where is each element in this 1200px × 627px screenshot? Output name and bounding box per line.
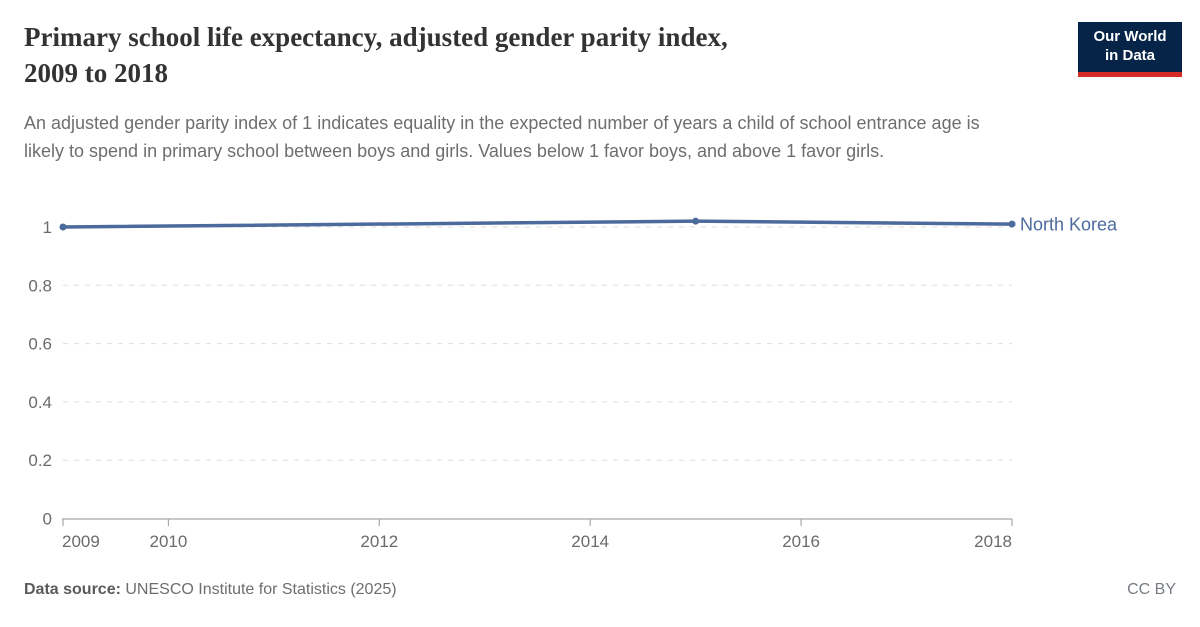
data-point[interactable] [59,223,67,231]
y-tick-label: 0.8 [28,276,52,295]
x-tick-label: 2018 [974,532,1012,551]
data-point[interactable] [1008,220,1016,228]
chart-title-line1: Primary school life expectancy, adjusted… [24,22,728,52]
series-line-north-korea[interactable] [61,219,1014,229]
x-tick-label: 2010 [150,532,188,551]
owid-logo-line2: in Data [1104,47,1155,64]
chart-title-line2: 2009 to 2018 [24,57,168,88]
data-source-label: Data source: [24,581,121,598]
series-label-north-korea[interactable]: North Korea [1020,215,1118,235]
x-tick-label: 2012 [360,532,398,551]
data-source: Data source: UNESCO Institute for Statis… [24,581,397,599]
y-tick-label: 0.6 [28,335,52,354]
license-cc-by[interactable]: CC BY [1127,581,1176,598]
x-tick-label: 2014 [571,532,609,551]
chart-footer: Data source: UNESCO Institute for Statis… [24,581,1176,599]
x-tick-label: 2009 [62,532,100,551]
x-tick-label: 2016 [782,532,820,551]
chart-subtitle: An adjusted gender parity index of 1 ind… [24,113,980,161]
data-source-value: UNESCO Institute for Statistics (2025) [125,581,397,598]
owid-logo[interactable]: Our World in Data [1078,22,1182,77]
y-tick-label: 0.4 [28,393,52,412]
y-tick-label: 1 [43,218,52,237]
data-point[interactable] [692,217,700,225]
y-tick-label: 0 [43,510,52,529]
owid-logo-line1: Our World [1093,28,1167,46]
chart-title: Primary school life expectancy, adjusted… [24,20,1014,92]
y-tick-label: 0.2 [28,451,52,470]
